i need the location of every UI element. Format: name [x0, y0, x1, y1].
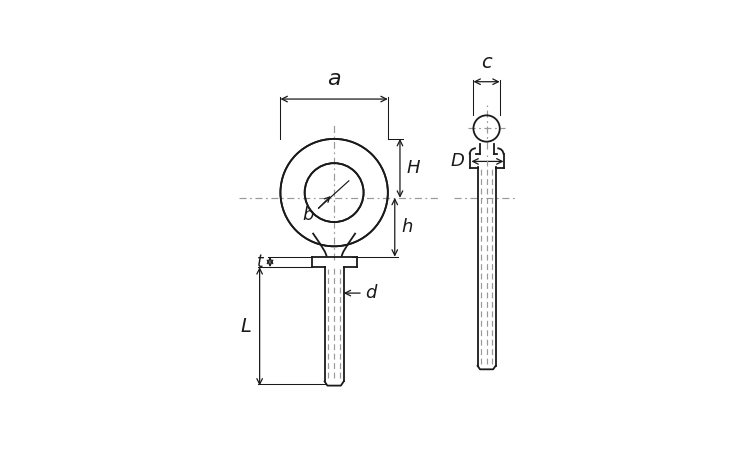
Text: t: t — [256, 253, 263, 271]
Circle shape — [280, 139, 388, 246]
Text: d: d — [365, 284, 376, 302]
Text: a: a — [327, 69, 341, 89]
Text: H: H — [407, 159, 421, 177]
Text: b: b — [302, 206, 313, 224]
Text: L: L — [240, 317, 251, 336]
Text: D: D — [451, 153, 464, 171]
Text: h: h — [402, 218, 413, 236]
Text: c: c — [482, 53, 492, 72]
